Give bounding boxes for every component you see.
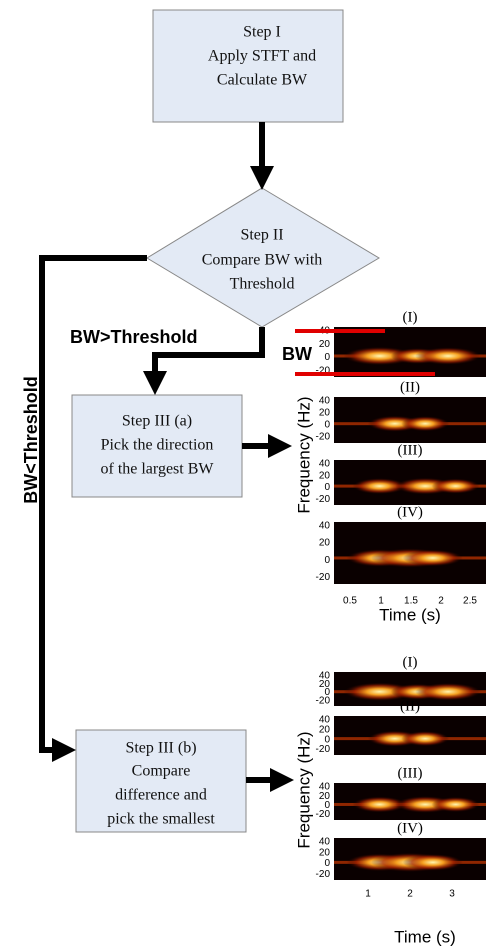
- node-text: Step I: [243, 24, 281, 41]
- spectral-blob: [402, 549, 463, 567]
- y-tick-label: -20: [316, 809, 331, 820]
- x-tick-label: 1: [365, 889, 371, 900]
- node-text: Compare: [132, 763, 191, 780]
- y-tick-label: -20: [316, 366, 331, 377]
- x-tick-label: 3: [449, 889, 455, 900]
- node-text: Apply STFT and: [208, 48, 316, 65]
- panel-label: (I): [403, 654, 418, 670]
- y-tick-label: 0: [324, 555, 330, 566]
- node-text: Calculate BW: [217, 72, 308, 89]
- y-tick-label: 0: [324, 858, 330, 869]
- panel-label: (IV): [397, 820, 423, 836]
- spectral-blob: [415, 347, 481, 365]
- y-tick-label: 20: [319, 339, 331, 350]
- panel-label: (III): [398, 765, 423, 781]
- spectral-blob: [352, 478, 407, 495]
- x-tick-label: 0.5: [343, 596, 357, 607]
- edge-label: BW>Threshold: [70, 327, 198, 347]
- node-text: Compare BW with: [202, 252, 323, 269]
- y-tick-label: 40: [319, 671, 331, 682]
- step3b-box: [75, 729, 247, 833]
- spectral-blob: [431, 796, 480, 813]
- spectral-blob: [352, 796, 407, 813]
- y-tick-label: 20: [319, 538, 331, 549]
- y-tick-label: 0: [324, 482, 330, 493]
- y-tick-label: 0: [324, 800, 330, 811]
- spectral-blob: [401, 416, 450, 432]
- arrow: [39, 255, 147, 762]
- node-text: Step III (b): [125, 740, 196, 757]
- y-tick-label: 0: [324, 687, 330, 698]
- y-tick-label: 40: [319, 521, 331, 532]
- edge-label: BW<Threshold: [21, 376, 41, 504]
- y-tick-label: 40: [319, 715, 331, 726]
- arrow: [143, 327, 265, 395]
- y-tick-label: -20: [316, 695, 331, 706]
- x-axis-label: Time (s): [379, 605, 441, 624]
- y-tick-label: 0: [324, 352, 330, 363]
- y-tick-label: 20: [319, 470, 331, 481]
- x-tick-label: 2.5: [463, 596, 477, 607]
- step3a-box: [71, 394, 243, 498]
- bw-annotation: BW: [282, 344, 312, 364]
- panel-label: (IV): [397, 504, 423, 520]
- y-tick-label: -20: [316, 572, 331, 583]
- node-text: pick the smallest: [107, 811, 215, 828]
- node-text: Pick the direction: [101, 437, 214, 454]
- panel-label: (I): [403, 309, 418, 325]
- y-tick-label: 0: [324, 420, 330, 431]
- y-tick-label: 40: [319, 782, 331, 793]
- y-tick-label: 20: [319, 408, 331, 419]
- x-tick-label: 2: [407, 889, 413, 900]
- node-text: Step III (a): [122, 413, 192, 430]
- spectral-blob: [402, 853, 463, 871]
- spectral-blob: [415, 682, 481, 701]
- y-tick-label: 40: [319, 396, 331, 407]
- y-axis-label: Frequency (Hz): [294, 731, 313, 848]
- y-tick-label: -20: [316, 744, 331, 755]
- y-tick-label: 20: [319, 847, 331, 858]
- spectral-blob: [431, 478, 480, 494]
- y-tick-label: 20: [319, 679, 331, 690]
- y-tick-label: 20: [319, 724, 331, 735]
- y-tick-label: 0: [324, 734, 330, 745]
- x-axis-label: Time (s): [394, 927, 456, 946]
- node-text: Step II: [240, 227, 283, 244]
- panel-label: (II): [400, 379, 420, 395]
- node-text: of the largest BW: [100, 461, 214, 478]
- step1-box: [152, 9, 344, 123]
- y-tick-label: 20: [319, 791, 331, 802]
- x-tick-label: 1.5: [404, 596, 418, 607]
- y-axis-label: Frequency (Hz): [294, 396, 313, 513]
- y-tick-label: -20: [316, 494, 331, 505]
- spectral-blob: [401, 731, 450, 747]
- node-text: Threshold: [230, 276, 295, 293]
- node-text: difference and: [115, 787, 207, 804]
- y-tick-label: 40: [319, 837, 331, 848]
- y-tick-label: -20: [316, 869, 331, 880]
- y-tick-label: 40: [319, 459, 331, 470]
- panel-label: (III): [398, 442, 423, 458]
- panel-label: (II): [400, 698, 420, 714]
- x-tick-label: 2: [438, 596, 444, 607]
- y-tick-label: -20: [316, 432, 331, 443]
- x-tick-label: 1: [378, 596, 384, 607]
